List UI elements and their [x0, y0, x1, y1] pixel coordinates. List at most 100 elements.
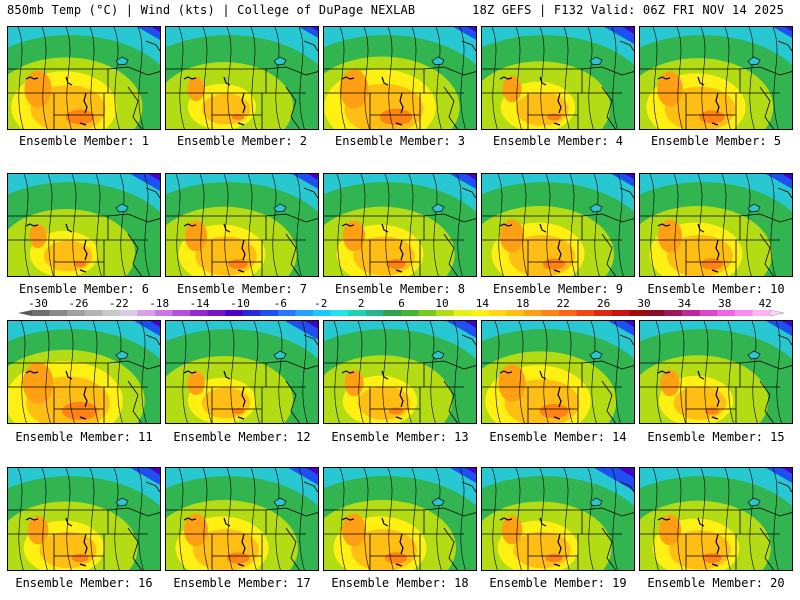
- great-lakes: [115, 203, 129, 213]
- terrain-marks: [341, 76, 404, 126]
- ensemble-member-map: [323, 173, 477, 277]
- great-lakes: [431, 497, 445, 507]
- colorbar-segment: [67, 310, 86, 316]
- temp-band-warm: [542, 258, 566, 270]
- temp-band-orange: [658, 514, 682, 546]
- colorbar-segment: [49, 310, 68, 316]
- terrain-marks: [499, 370, 562, 420]
- temp-band-warm: [231, 407, 245, 415]
- map-boundaries: [8, 187, 160, 276]
- terrain-marks: [657, 370, 720, 420]
- terrain-marks: [341, 517, 404, 567]
- ensemble-member-map: [165, 467, 319, 571]
- colorbar-tick-label: 2: [358, 297, 365, 310]
- height-contours: [333, 321, 460, 423]
- ensemble-member-map: [639, 26, 793, 130]
- ensemble-member-label: Ensemble Member: 12: [173, 430, 311, 444]
- great-lakes: [589, 350, 603, 360]
- colorbar-tick-label: -22: [109, 297, 129, 310]
- temp-band-warm: [545, 553, 563, 563]
- temp-band-warm: [379, 108, 413, 126]
- colorbar-segment: [488, 310, 507, 316]
- great-lakes: [115, 56, 129, 66]
- ensemble-member-map: [7, 320, 161, 424]
- colorbar-segment: [225, 310, 244, 316]
- cold-band: [453, 27, 476, 40]
- height-contours: [23, 174, 150, 276]
- map-boundaries: [482, 187, 634, 276]
- temp-band-orange: [660, 369, 680, 397]
- terrain-marks: [25, 370, 88, 420]
- colorbar-segment: [190, 310, 209, 316]
- colorbar-segment: [699, 310, 718, 316]
- colorbar-segment: [611, 310, 630, 316]
- ensemble-member-map: [323, 467, 477, 571]
- cold-band: [782, 321, 792, 327]
- temp-band-warm: [226, 552, 250, 564]
- header-run-info: 18Z GEFS | F132 Valid: 06Z FRI NOV 14 20…: [472, 3, 784, 17]
- colorbar-segment: [576, 310, 595, 316]
- ensemble-member-label: Ensemble Member: 19: [489, 576, 627, 590]
- great-lakes: [431, 350, 445, 360]
- colorbar-segment: [752, 310, 771, 316]
- height-contours: [17, 27, 144, 129]
- colorbar-tick-label: 22: [557, 297, 570, 310]
- colorbar-segment: [207, 310, 226, 316]
- map-boundaries: [482, 334, 634, 423]
- temp-band-orange: [513, 531, 571, 569]
- temp-band-orange: [187, 370, 205, 396]
- ensemble-member-map: [481, 467, 635, 571]
- great-lakes: [747, 56, 761, 66]
- colorbar-tick-label: 10: [435, 297, 448, 310]
- map-boundaries: [640, 40, 792, 129]
- cold-band: [308, 174, 318, 180]
- great-lakes: [273, 203, 287, 213]
- terrain-marks: [183, 223, 246, 273]
- terrain-marks: [657, 76, 720, 126]
- ensemble-member-map: [639, 173, 793, 277]
- great-lakes: [115, 350, 129, 360]
- temp-band-orange: [187, 76, 205, 102]
- temp-band-warm: [65, 109, 95, 125]
- colorbar-segment: [365, 310, 384, 316]
- terrain-marks: [499, 76, 562, 126]
- height-contours: [20, 321, 147, 423]
- terrain-marks: [341, 223, 404, 273]
- cold-band: [604, 27, 634, 44]
- cold-band: [299, 27, 318, 38]
- colorbar-segment: [682, 310, 701, 316]
- ensemble-member-map: [7, 26, 161, 130]
- temp-band-warm: [384, 552, 408, 564]
- ensemble-member-label: Ensemble Member: 7: [176, 282, 308, 296]
- great-lakes: [115, 497, 129, 507]
- great-lakes: [747, 350, 761, 360]
- map-boundaries: [166, 334, 318, 423]
- height-contours: [655, 321, 782, 423]
- ensemble-member-map: [7, 467, 161, 571]
- ensemble-member-label: Ensemble Member: 16: [15, 576, 153, 590]
- colorbar-segment: [524, 310, 542, 316]
- map-boundaries: [482, 40, 634, 129]
- height-contours: [494, 321, 621, 423]
- map-boundaries: [640, 481, 792, 570]
- height-contours: [181, 321, 308, 423]
- cold-band: [782, 174, 792, 180]
- colorbar-segment: [260, 310, 279, 316]
- colorbar-tick-label: 42: [759, 297, 772, 310]
- map-boundaries: [482, 481, 634, 570]
- map-boundaries: [324, 187, 476, 276]
- colorbar-tick-label: 14: [476, 297, 490, 310]
- temp-band-orange: [24, 70, 52, 108]
- colorbar-segment: [594, 310, 613, 316]
- ensemble-member-label: Ensemble Member: 3: [334, 134, 466, 148]
- height-contours: [491, 27, 618, 129]
- terrain-marks: [499, 223, 562, 273]
- height-contours: [17, 468, 144, 570]
- colorbar-segment: [436, 310, 455, 316]
- colorbar-tick-label: 26: [597, 297, 610, 310]
- ensemble-member-label: Ensemble Member: 17: [173, 576, 311, 590]
- great-lakes: [431, 56, 445, 66]
- temp-band-orange: [344, 369, 364, 397]
- colorbar-tick-label: 18: [516, 297, 529, 310]
- ensemble-member-label: Ensemble Member: 14: [489, 430, 627, 444]
